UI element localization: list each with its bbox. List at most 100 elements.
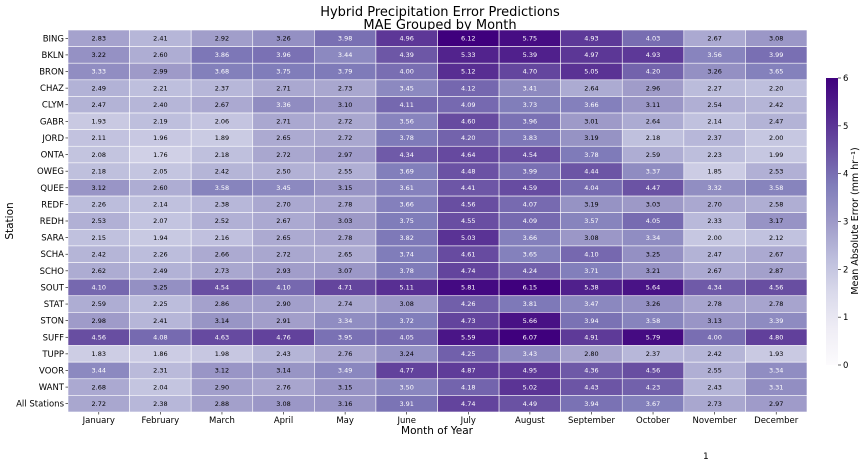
cell-value-label: 3.13	[707, 317, 721, 325]
cell-value-label: 2.42	[92, 250, 106, 258]
cell-value-label: 4.97	[584, 51, 598, 59]
cell-value-label: 5.12	[461, 68, 475, 76]
cell-value-label: 2.37	[215, 84, 229, 92]
cell-value-label: 5.02	[523, 383, 537, 391]
column-label: March	[209, 416, 235, 426]
cell-value-label: 4.60	[461, 118, 475, 126]
cell-value-label: 3.26	[276, 35, 290, 43]
row-label: BRON	[39, 68, 64, 78]
cell-value-label: 4.70	[523, 68, 537, 76]
cell-value-label: 2.31	[153, 367, 167, 375]
cell-value-label: 4.55	[461, 217, 475, 225]
cell-value-label: 2.90	[215, 383, 229, 391]
cell-value-label: 4.59	[523, 184, 537, 192]
cell-value-label: 4.26	[461, 300, 475, 308]
cell-value-label: 2.97	[769, 400, 783, 408]
cell-value-label: 3.14	[215, 317, 229, 325]
row-label: OWEG	[37, 167, 64, 177]
cell-value-label: 2.27	[707, 84, 721, 92]
cell-value-label: 5.39	[523, 51, 537, 59]
cell-value-label: 4.18	[461, 383, 475, 391]
cell-value-label: 3.39	[769, 317, 783, 325]
cell-value-label: 1.83	[92, 350, 106, 358]
cell-value-label: 3.34	[338, 317, 352, 325]
cell-value-label: 2.90	[276, 300, 290, 308]
cell-value-label: 2.14	[707, 118, 721, 126]
cell-value-label: 4.76	[276, 333, 290, 341]
cell-value-label: 2.70	[276, 201, 290, 209]
cell-value-label: 2.38	[215, 201, 229, 209]
cell-value-label: 5.66	[523, 317, 537, 325]
cell-value-label: 1.93	[769, 350, 783, 358]
colorbar-tick-label: 5	[843, 122, 848, 132]
cell-value-label: 2.20	[769, 84, 783, 92]
cell-value-label: 2.78	[707, 300, 721, 308]
cell-value-label: 3.44	[338, 51, 352, 59]
chart-subtitle: MAE Grouped by Month	[363, 18, 516, 33]
cell-value-label: 2.43	[707, 383, 721, 391]
cell-value-label: 3.37	[646, 167, 660, 175]
cell-value-label: 2.65	[276, 234, 290, 242]
cell-value-label: 2.64	[646, 118, 660, 126]
row-label: STAT	[44, 300, 65, 310]
cell-value-label: 3.08	[769, 35, 783, 43]
row-label: STON	[40, 317, 64, 327]
cell-value-label: 2.98	[92, 317, 106, 325]
row-label: REDH	[40, 217, 64, 227]
cell-value-label: 5.05	[584, 68, 598, 76]
cell-value-label: 4.39	[399, 51, 413, 59]
cell-value-label: 4.34	[399, 151, 413, 159]
cell-value-label: 3.78	[399, 267, 413, 275]
column-labels: January February March April May June July Augu…	[82, 412, 799, 426]
cell-value-label: 4.93	[584, 35, 598, 43]
cell-value-label: 4.54	[523, 151, 537, 159]
cell-value-label: 2.52	[215, 217, 229, 225]
cell-value-label: 2.49	[92, 84, 106, 92]
cell-value-label: 3.58	[769, 184, 783, 192]
cell-value-label: 4.05	[399, 333, 413, 341]
cell-value-label: 3.36	[276, 101, 290, 109]
cell-value-label: 3.72	[399, 317, 413, 325]
cell-value-label: 2.64	[584, 84, 598, 92]
cell-value-label: 3.78	[399, 134, 413, 142]
cell-value-label: 3.86	[215, 51, 229, 59]
cell-value-label: 2.08	[92, 151, 106, 159]
cell-value-label: 4.56	[92, 333, 106, 341]
cell-value-label: 3.71	[584, 267, 598, 275]
cell-value-label: 3.24	[399, 350, 413, 358]
cell-value-label: 4.74	[461, 400, 475, 408]
cell-value-label: 1.85	[707, 167, 721, 175]
cell-value-label: 3.96	[523, 118, 537, 126]
cell-value-label: 3.95	[338, 333, 352, 341]
cell-value-label: 5.38	[584, 284, 598, 292]
cell-value-label: 6.15	[523, 284, 537, 292]
cell-value-label: 2.21	[153, 84, 167, 92]
cell-value-label: 2.93	[276, 267, 290, 275]
cell-value-label: 2.78	[338, 234, 352, 242]
cell-value-label: 2.72	[92, 400, 106, 408]
column-label: June	[396, 416, 416, 426]
cell-value-label: 2.37	[646, 350, 660, 358]
cell-value-label: 2.83	[92, 35, 106, 43]
cell-value-label: 3.61	[399, 184, 413, 192]
row-label: SARA	[41, 234, 64, 244]
cell-value-label: 2.59	[92, 300, 106, 308]
cell-value-label: 4.47	[646, 184, 660, 192]
column-label: December	[754, 416, 799, 426]
cell-value-label: 4.24	[523, 267, 537, 275]
cell-value-label: 2.67	[707, 267, 721, 275]
cell-value-label: 4.10	[584, 250, 598, 258]
cell-value-label: 3.96	[276, 51, 290, 59]
cell-value-label: 2.78	[338, 201, 352, 209]
colorbar	[826, 78, 838, 365]
cell-value-label: 3.08	[584, 234, 598, 242]
cell-value-label: 5.64	[646, 284, 660, 292]
row-label: TUPP	[41, 350, 64, 360]
cell-value-label: 2.18	[646, 134, 660, 142]
column-label: August	[515, 416, 545, 426]
cell-value-label: 2.65	[276, 134, 290, 142]
cell-value-label: 2.41	[153, 317, 167, 325]
colorbar-tick-label: 4	[843, 170, 848, 180]
cell-value-label: 2.38	[153, 400, 167, 408]
